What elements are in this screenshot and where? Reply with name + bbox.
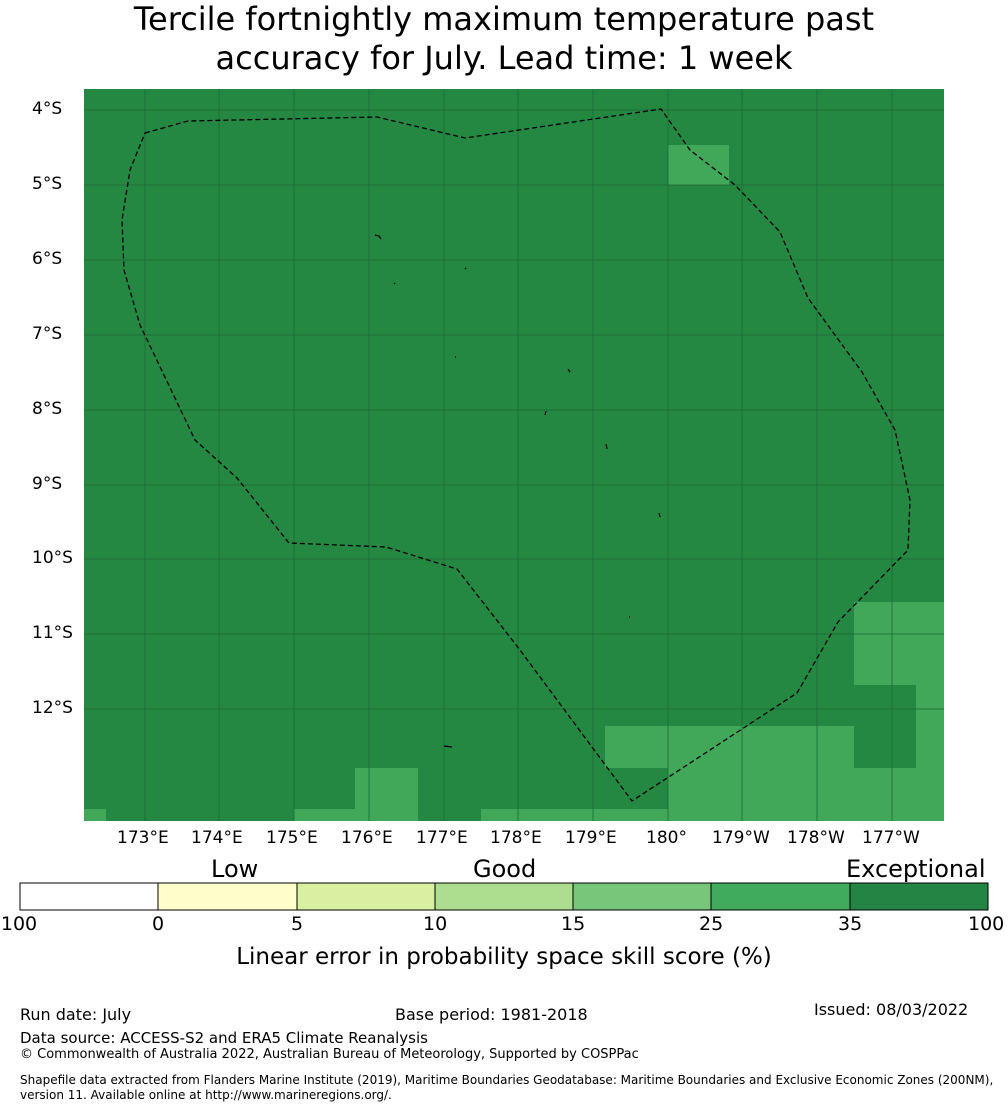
colorbar-segment-neg100-0 xyxy=(19,882,159,911)
colorbar-segment-25-35 xyxy=(710,882,851,911)
colorbar-label: Linear error in probability space skill … xyxy=(236,944,772,970)
copyright-notice: © Commonwealth of Australia 2022, Austra… xyxy=(20,1047,639,1062)
colorbar-tick-10: 10 xyxy=(423,913,448,935)
colorbar-tick-35: 35 xyxy=(838,913,863,935)
colorbar-category-exceptional: Exceptional xyxy=(846,855,986,883)
colorbar-segment-10-15 xyxy=(434,882,574,911)
colorbar xyxy=(19,882,989,911)
colorbar-tick-15: 15 xyxy=(561,913,586,935)
lat-label-10s: 10°S xyxy=(32,548,73,568)
colorbar-tick-25: 25 xyxy=(699,913,724,935)
colorbar-segment-0-5 xyxy=(157,882,298,911)
lon-label-173e: 173°E xyxy=(117,828,169,848)
lon-label-174e: 174°E xyxy=(191,828,243,848)
lon-label-177e: 177°E xyxy=(416,828,468,848)
colorbar-segment-35-100 xyxy=(849,882,989,911)
run-date: Run date: July xyxy=(20,1005,132,1024)
lon-label-179w: 179°W xyxy=(712,828,770,848)
shapefile-credit-line-2: version 11. Available online at http://w… xyxy=(20,1088,392,1102)
lat-label-8s: 8°S xyxy=(32,399,63,419)
colorbar-segment-15-25 xyxy=(572,882,712,911)
map-background xyxy=(84,89,944,821)
gridlines xyxy=(84,89,944,821)
lon-label-180: 180° xyxy=(646,828,687,848)
base-period: Base period: 1981-2018 xyxy=(395,1005,588,1024)
lon-label-178w: 178°W xyxy=(787,828,845,848)
colorbar-tick-neg100: -100 xyxy=(0,913,38,935)
lon-label-179e: 179°E xyxy=(565,828,617,848)
eez-boundary xyxy=(121,108,911,802)
colorbar-category-good: Good xyxy=(473,855,537,883)
colorbar-tick-0: 0 xyxy=(152,913,165,935)
colorbar-tick-100: 100 xyxy=(968,913,1005,935)
lat-label-6s: 6°S xyxy=(32,249,63,269)
lat-label-12s: 12°S xyxy=(32,698,73,718)
colorbar-tick-5: 5 xyxy=(291,913,304,935)
lat-label-11s: 11°S xyxy=(32,623,73,643)
title-line-2: accuracy for July. Lead time: 1 week xyxy=(215,39,793,77)
colorbar-segment-5-10 xyxy=(296,882,436,911)
title-line-1: Tercile fortnightly maximum temperature … xyxy=(133,0,875,38)
lon-label-175e: 175°E xyxy=(266,828,318,848)
lighter-skill-cells xyxy=(84,145,944,821)
colorbar-category-low: Low xyxy=(211,855,259,883)
shapefile-credit-line-1: Shapefile data extracted from Flanders M… xyxy=(20,1073,994,1087)
map-title: Tercile fortnightly maximum temperature … xyxy=(0,0,1008,78)
data-source: Data source: ACCESS-S2 and ERA5 Climate … xyxy=(20,1029,428,1047)
lat-label-5s: 5°S xyxy=(32,174,63,194)
lat-label-7s: 7°S xyxy=(32,324,63,344)
lon-label-177w: 177°W xyxy=(862,828,920,848)
island-outlines xyxy=(374,234,661,748)
lat-label-9s: 9°S xyxy=(32,474,63,494)
lat-label-4s: 4°S xyxy=(32,99,63,119)
skill-score-map xyxy=(84,89,944,821)
lon-label-176e: 176°E xyxy=(341,828,393,848)
issued-date: Issued: 08/03/2022 xyxy=(814,1000,969,1019)
lon-label-178e: 178°E xyxy=(490,828,542,848)
